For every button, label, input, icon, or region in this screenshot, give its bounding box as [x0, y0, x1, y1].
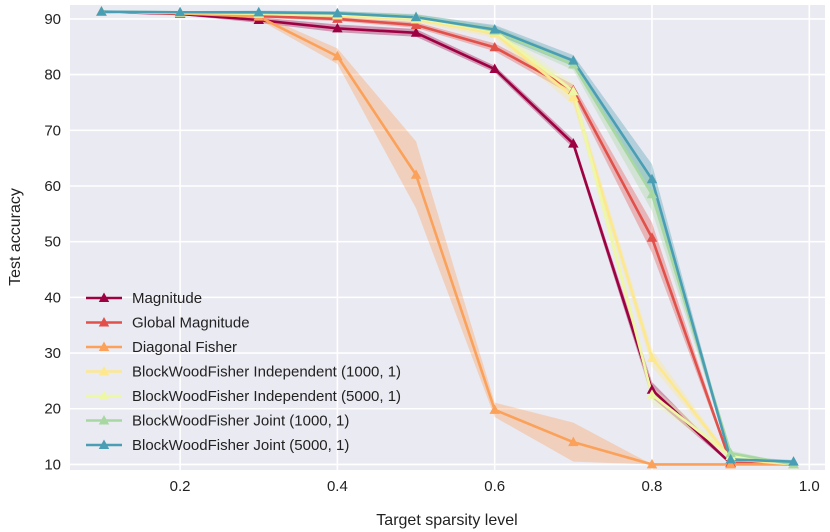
data-point [410, 27, 422, 37]
data-point [332, 7, 343, 18]
legend-marker [98, 292, 110, 302]
series-markers [96, 6, 799, 469]
data-point [489, 63, 500, 74]
x-tick-label: 0.6 [484, 478, 505, 495]
x-tick-label: 1.0 [799, 478, 820, 495]
legend-label: Magnitude [132, 290, 202, 307]
data-point [332, 22, 343, 33]
data-point [788, 456, 799, 466]
data-point [489, 404, 500, 414]
data-point [568, 85, 579, 96]
data-point [646, 173, 658, 184]
y-axis-ticks: 10 20 30 40 50 60 70 80 90 [44, 11, 61, 474]
grid [70, 5, 825, 470]
legend-label: BlockWoodFisher Joint (1000, 1) [132, 413, 349, 430]
data-point [725, 447, 736, 458]
data-point [410, 11, 422, 22]
data-point [489, 41, 500, 52]
data-point [646, 352, 658, 363]
legend-marker [98, 366, 110, 376]
data-point [646, 458, 658, 469]
x-axis-label: Target sparsity level [376, 512, 517, 529]
data-point [410, 169, 422, 179]
data-point [568, 55, 579, 65]
series-line [101, 10, 794, 463]
data-point [646, 384, 658, 394]
data-point [568, 436, 579, 447]
legend-label: BlockWoodFisher Independent (5000, 1) [132, 388, 401, 405]
confidence-band [101, 10, 794, 464]
confidence-band [101, 10, 794, 465]
data-point [568, 91, 579, 101]
data-point [646, 188, 658, 199]
y-tick-label: 50 [44, 234, 61, 251]
x-tick-label: 0.8 [642, 478, 663, 495]
y-tick-label: 70 [44, 122, 61, 139]
data-point [568, 138, 579, 148]
legend-marker [98, 341, 110, 351]
y-tick-label: 60 [44, 178, 61, 195]
y-tick-label: 40 [44, 289, 61, 306]
data-point [646, 389, 658, 399]
data-point [332, 50, 343, 61]
x-tick-label: 0.2 [170, 478, 191, 495]
data-point [725, 453, 736, 464]
legend-label: BlockWoodFisher Joint (5000, 1) [132, 437, 349, 454]
y-tick-label: 30 [44, 345, 61, 362]
legend-marker [98, 317, 110, 327]
legend-marker [98, 390, 110, 400]
data-point [253, 6, 264, 17]
y-axis-label: Test accuracy [7, 188, 24, 286]
data-point [646, 232, 658, 242]
data-point [725, 458, 736, 469]
series-line [101, 10, 794, 466]
data-point [410, 19, 422, 30]
confidence-bands [101, 10, 794, 465]
series-lines [101, 10, 794, 466]
data-point [174, 6, 186, 17]
plot-background [70, 5, 825, 470]
y-tick-label: 20 [44, 401, 61, 418]
x-axis-ticks: 0.2 0.4 0.6 0.8 1.0 [170, 478, 820, 495]
data-point [96, 6, 107, 16]
data-point [489, 24, 500, 34]
legend: Magnitude Global Magnitude Diagonal Fisher… [86, 290, 401, 454]
y-tick-label: 90 [44, 11, 61, 28]
x-tick-label: 0.4 [327, 478, 348, 495]
legend-label: Global Magnitude [132, 315, 250, 332]
y-tick-label: 80 [44, 67, 61, 84]
legend-label: Diagonal Fisher [132, 339, 237, 356]
legend-label: BlockWoodFisher Independent (1000, 1) [132, 364, 401, 381]
y-tick-label: 10 [44, 456, 61, 473]
legend-marker [98, 415, 110, 425]
legend-marker [98, 439, 110, 449]
